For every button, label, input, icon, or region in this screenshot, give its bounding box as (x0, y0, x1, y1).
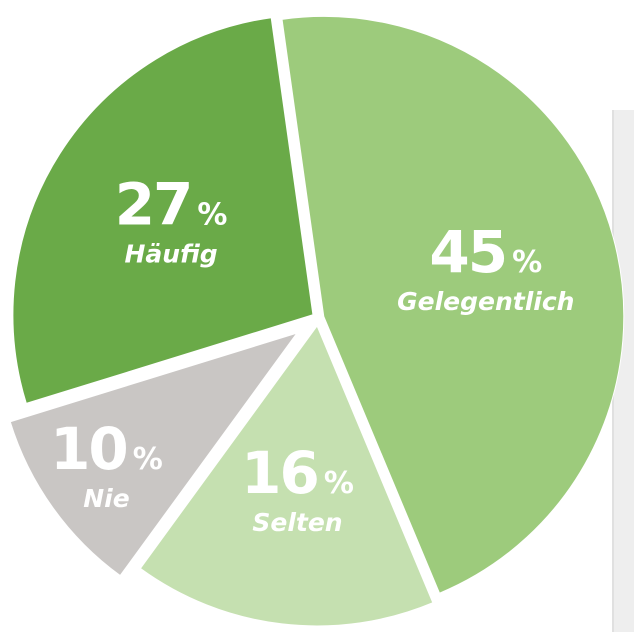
pie-slice (139, 324, 434, 627)
category-label: Selten (252, 508, 342, 537)
value-unit: % (512, 245, 542, 280)
value-number: 16 (241, 439, 318, 507)
value-unit: % (133, 442, 163, 477)
value-number: 10 (50, 415, 127, 483)
value-number: 45 (429, 218, 506, 286)
value-label: 45% (429, 218, 542, 286)
value-unit: % (324, 466, 354, 501)
pie-slice (281, 15, 625, 594)
pie-slice (12, 17, 314, 405)
category-label: Gelegentlich (397, 287, 574, 316)
pie-slice (9, 332, 299, 577)
card-edge (612, 110, 634, 632)
category-label: Nie (83, 484, 129, 513)
value-number: 27 (115, 171, 192, 239)
value-label: 10% (50, 415, 163, 483)
value-unit: % (197, 198, 227, 233)
category-label: Häufig (125, 240, 218, 269)
value-label: 16% (241, 439, 354, 507)
value-label: 27% (115, 171, 228, 239)
